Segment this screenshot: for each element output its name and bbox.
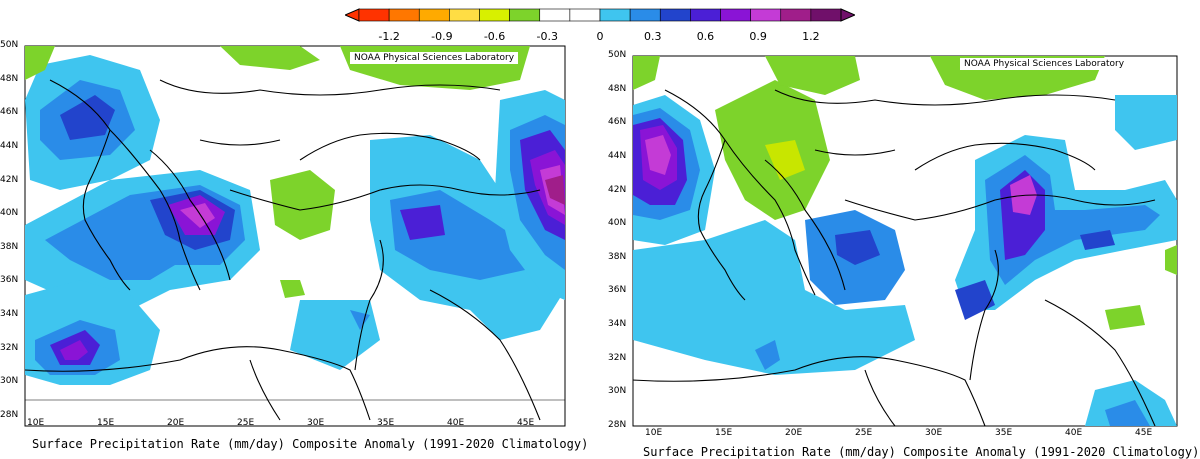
- latitude-label: 34N: [0, 309, 19, 320]
- latitude-label: 28N: [608, 420, 627, 430]
- longitude-label: 15E: [715, 428, 733, 438]
- latitude-label: 48N: [0, 73, 19, 84]
- colorbar-cell: [690, 8, 721, 22]
- latitude-label: 32N: [608, 352, 627, 363]
- left-map-watermark: NOAA Physical Sciences Laboratory: [350, 52, 519, 64]
- colorbar-tick-label: -0.6: [483, 30, 506, 43]
- colorbar-cell: [509, 8, 541, 22]
- right-coastlines: [632, 89, 1156, 427]
- colorbar-cell: [750, 8, 782, 22]
- colorbar-legend: -1.2 -0.9 -0.6 -0.3 0 0.3 0.6 0.9 1.2: [343, 8, 857, 43]
- colorbar-cell: [539, 8, 571, 22]
- colorbar-cell: [358, 8, 390, 22]
- longitude-label: 45E: [517, 418, 535, 428]
- colorbar-cell: [599, 8, 631, 22]
- colorbar-graphic: [343, 8, 857, 22]
- longitude-label: 40E: [1065, 428, 1083, 438]
- latitude-label: 38N: [608, 251, 627, 262]
- colorbar-tick-label: 1.2: [802, 30, 820, 43]
- colorbar-cell: [569, 8, 601, 22]
- latitude-label: 44N: [0, 140, 19, 151]
- left-map-caption: Surface Precipitation Rate (mm/day) Comp…: [32, 437, 589, 451]
- left-coastlines: [24, 79, 565, 421]
- latitude-label: 40N: [608, 218, 627, 229]
- colorbar-cell: [418, 8, 450, 22]
- longitude-label: 40E: [447, 418, 465, 428]
- latitude-label: 36N: [608, 285, 627, 296]
- longitude-label: 30E: [925, 428, 943, 438]
- longitude-label: 15E: [97, 418, 115, 428]
- right-map-watermark: NOAA Physical Sciences Laboratory: [960, 58, 1129, 70]
- right-map-caption: Surface Precipitation Rate (mm/day) Comp…: [643, 445, 1200, 459]
- left-map-graphic: [24, 45, 566, 427]
- longitude-label: 35E: [995, 428, 1013, 438]
- colorbar-tick-label: 0.6: [696, 30, 715, 43]
- latitude-label: 40N: [0, 208, 19, 219]
- colorbar-cell: [810, 8, 842, 22]
- latitude-label: 30N: [608, 386, 627, 397]
- latitude-label: 34N: [608, 319, 627, 330]
- longitude-label: 25E: [855, 428, 873, 438]
- longitude-label: 45E: [1135, 428, 1153, 438]
- colorbar-tick-label: 0.9: [749, 30, 767, 43]
- longitude-label: 25E: [237, 418, 255, 428]
- latitude-label: 50N: [0, 40, 19, 50]
- colorbar-arrow-high: [840, 8, 857, 22]
- colorbar-cell: [659, 8, 691, 22]
- latitude-label: 42N: [608, 184, 627, 195]
- colorbar-tick-label: -1.2: [378, 30, 400, 43]
- longitude-label: 20E: [167, 418, 185, 428]
- right-precip-map: NOAA Physical Sciences Laboratory Surfac…: [605, 40, 1200, 459]
- latitude-label: 42N: [0, 174, 19, 185]
- latitude-label: 30N: [0, 376, 19, 387]
- longitude-label: 20E: [785, 428, 803, 438]
- colorbar-cell: [629, 8, 661, 22]
- colorbar-cell: [720, 8, 751, 22]
- latitude-label: 36N: [0, 275, 19, 286]
- longitude-label: 30E: [307, 418, 325, 428]
- latitude-label: 32N: [0, 342, 19, 353]
- latitude-label: 38N: [0, 241, 19, 252]
- colorbar-tick-label: -0.9: [431, 30, 453, 43]
- longitude-label: 10E: [27, 418, 45, 428]
- longitude-label: 10E: [645, 428, 663, 438]
- colorbar-cell: [780, 8, 812, 22]
- colorbar-tick-label: 0.3: [643, 30, 662, 43]
- latitude-label: 44N: [608, 150, 627, 161]
- latitude-label: 46N: [0, 107, 19, 118]
- latitude-label: 48N: [608, 83, 627, 94]
- colorbar-cell: [479, 8, 510, 22]
- colorbar-cell: [388, 8, 420, 22]
- latitude-label: 28N: [0, 410, 19, 420]
- right-map-graphic: [632, 55, 1178, 427]
- colorbar-arrow-low: [343, 8, 360, 22]
- latitude-label: 46N: [608, 117, 627, 128]
- latitude-label: 50N: [608, 50, 627, 60]
- colorbar-tick-label: -0.3: [536, 30, 559, 43]
- colorbar-cell: [449, 8, 480, 22]
- colorbar-tick-label: 0: [596, 30, 604, 43]
- left-precip-map: NOAA Physical Sciences Laboratory Surfac…: [0, 40, 588, 456]
- longitude-label: 35E: [377, 418, 395, 428]
